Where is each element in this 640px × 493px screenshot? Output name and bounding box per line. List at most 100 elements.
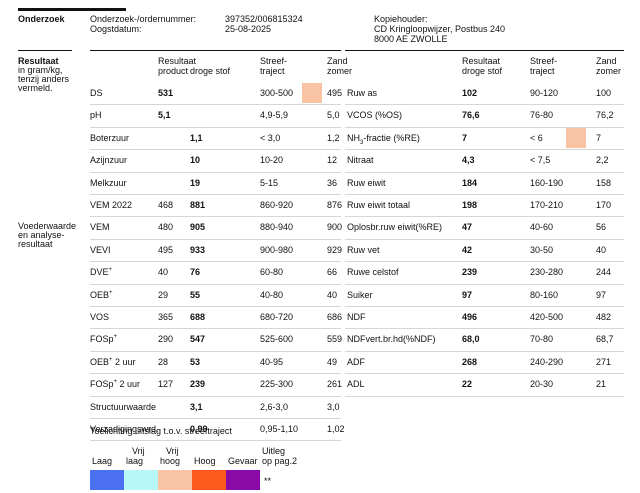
left-row-label-text: DS	[90, 88, 103, 98]
left-row-label-suffix: 2 uur	[112, 356, 136, 367]
legend-note-line2: op pag.2	[262, 456, 298, 466]
right-row-zand: 158	[596, 177, 612, 188]
left-table-rule	[90, 50, 341, 51]
right-header-zand-1: Zand	[596, 56, 617, 66]
right-row-zand: 271	[596, 356, 612, 367]
left-row-product: 531	[158, 88, 174, 98]
left-row-target: 60-80	[260, 267, 284, 278]
left-row-divider	[90, 216, 341, 218]
left-row-target: 860-920	[260, 200, 294, 210]
feed-section-line-3: resultaat	[18, 239, 53, 249]
right-row-divider	[345, 149, 624, 151]
left-row-label: VEM 2022	[90, 200, 132, 210]
right-row-target: 70-80	[530, 334, 554, 345]
right-row-divider	[345, 104, 624, 106]
right-row-droge-stof: 47	[462, 222, 473, 233]
right-row-target: 76-80	[530, 110, 554, 121]
left-row-label-text: pH	[90, 110, 102, 121]
right-row-label: NH3-fractie (%RE)	[347, 132, 420, 146]
right-row-divider	[345, 194, 624, 195]
right-row-label: Ruw vet	[347, 244, 380, 255]
left-row-label: VOS	[90, 312, 109, 322]
header-rule	[18, 8, 126, 11]
left-row-label-text: OEB	[90, 356, 110, 367]
left-row-divider	[90, 350, 341, 352]
legend-note-line1: Uitleg	[262, 446, 286, 456]
right-header-target-2: traject	[530, 66, 555, 76]
left-row-label-text: FOSp	[90, 334, 114, 345]
right-row-zand: 170	[596, 200, 612, 210]
right-row-label-part: NH	[347, 132, 360, 143]
left-row-divider	[90, 395, 341, 397]
left-row-zand: 1,2	[327, 132, 340, 143]
left-row-label: OEB+ 2 uur	[90, 357, 136, 367]
left-row-target: 2,6-3,0	[260, 401, 289, 412]
left-row-divider	[90, 194, 341, 195]
left-row-target: 225-300	[260, 379, 294, 390]
left-row-divider	[90, 328, 341, 330]
left-row-zand: 559	[327, 334, 343, 345]
right-row-divider	[345, 306, 624, 307]
left-row-label: pH	[90, 110, 102, 120]
right-row-zand: 100	[596, 88, 612, 98]
date-label: Oogstdatum:	[90, 24, 142, 34]
legend-item-label: laag	[126, 456, 144, 466]
left-row-zand: 929	[327, 244, 343, 255]
left-row-label-text: VEM	[90, 222, 110, 233]
right-row-target: 40-60	[530, 222, 554, 233]
left-row-label-text: Azijnzuur	[90, 155, 128, 166]
legend-item-label-top: Vrij	[132, 446, 145, 456]
right-row-target: 30-50	[530, 244, 554, 255]
copy-holder-label: Kopiehouder:	[374, 14, 428, 24]
right-row-zand: 40	[596, 244, 607, 255]
legend-color-swatch	[124, 470, 158, 490]
left-row-product: 29	[158, 289, 169, 300]
left-row-product: 40	[158, 267, 169, 278]
right-row-zand: 56	[596, 222, 607, 233]
right-row-target: 170-210	[530, 200, 564, 210]
left-header-product: product	[158, 66, 189, 76]
left-row-target: 10-20	[260, 155, 284, 166]
right-row-label-part: -fractie (%RE)	[363, 132, 420, 143]
left-row-product: 28	[158, 356, 169, 367]
right-row-zand: 7	[596, 132, 602, 143]
result-title: Resultaat	[18, 56, 59, 66]
right-row-label: VCOS (%OS)	[347, 110, 403, 121]
right-row-target: 230-280	[530, 267, 564, 278]
right-row-label: NDF	[347, 312, 366, 322]
right-row-droge-stof: 68,0	[462, 334, 480, 345]
right-row-label: Oplosbr.ruw eiwit(%RE)	[347, 222, 443, 233]
left-row-target: 40-80	[260, 289, 284, 300]
right-row-target: < 6	[530, 132, 543, 143]
right-row-zand: 482	[596, 312, 612, 322]
left-row-product: 365	[158, 312, 174, 322]
right-row-droge-stof: 7	[462, 132, 468, 143]
left-row-label-text: Melkzuur	[90, 177, 127, 188]
left-row-divider	[90, 126, 341, 128]
left-header-zand-1: Zand	[327, 56, 348, 66]
right-row-zand: 76,2	[596, 110, 614, 121]
right-row-target: 90-120	[530, 88, 559, 98]
right-row-target: 80-160	[530, 289, 559, 300]
left-row-product: 290	[158, 334, 174, 345]
left-row-target: < 3,0	[260, 132, 281, 143]
legend-color-swatch	[158, 470, 192, 490]
left-row-droge-stof: 547	[190, 334, 206, 345]
feed-section-line-2: en analyse-	[18, 230, 65, 240]
right-row-label-part: 3	[360, 139, 364, 146]
left-row-target: 900-980	[260, 244, 294, 255]
left-row-label-text: DVE	[90, 267, 109, 278]
left-row-label: FOSp+ 2 uur	[90, 379, 140, 389]
left-row-label: Structuurwaarde	[90, 402, 156, 412]
left-row-target: 0,95-1,10	[260, 424, 299, 434]
right-row-target: 20-30	[530, 379, 554, 390]
right-row-droge-stof: 22	[462, 379, 473, 390]
copy-holder-line2: 8000 AE ZWOLLE	[374, 34, 448, 44]
left-row-zand: 40	[327, 289, 338, 300]
left-row-droge-stof: 3,1	[190, 401, 203, 412]
legend-item-label: Laag	[92, 456, 113, 466]
right-row-label: Ruw eiwit totaal	[347, 200, 411, 210]
left-row-target: 525-600	[260, 334, 294, 345]
result-title-rule	[18, 50, 72, 51]
left-row-zand: 261	[327, 379, 343, 390]
